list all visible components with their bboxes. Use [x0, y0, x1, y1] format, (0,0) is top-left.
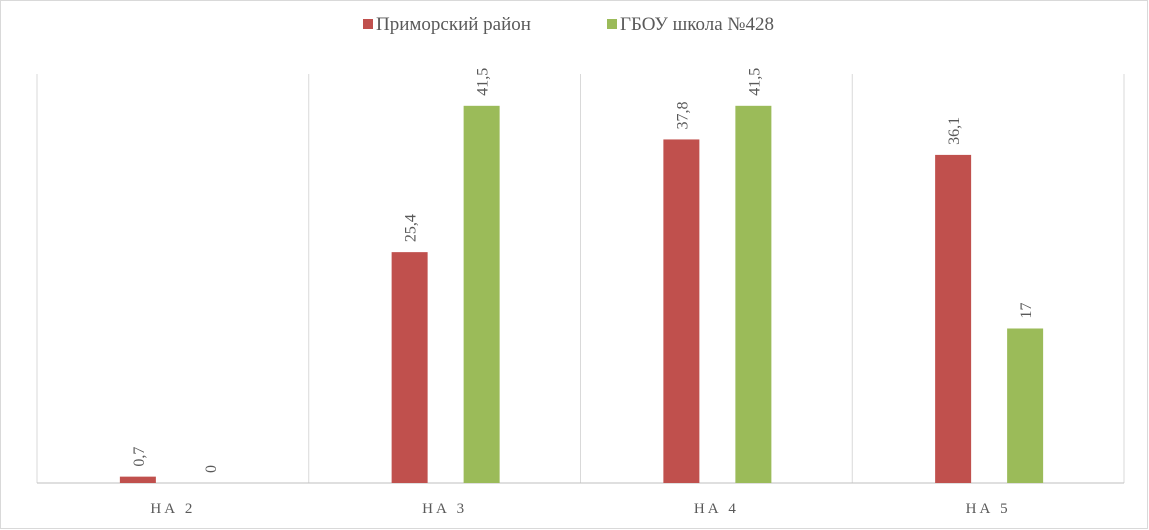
x-tick-label: НА 4	[694, 501, 739, 517]
data-label: 17	[1018, 302, 1035, 318]
data-label: 25,4	[403, 214, 420, 242]
data-label: 0,7	[131, 447, 148, 467]
bar	[463, 105, 500, 484]
bar	[935, 154, 972, 483]
bar	[391, 252, 428, 483]
legend-label: Приморский район	[376, 14, 531, 35]
legend-label: ГБОУ школа №428	[620, 14, 774, 35]
data-label: 41,5	[746, 68, 763, 96]
data-label: 37,8	[674, 101, 691, 129]
x-tick-label: НА 2	[150, 501, 195, 517]
legend-swatch	[607, 19, 617, 29]
data-label: 0	[203, 465, 220, 473]
bar	[735, 105, 772, 484]
bar	[663, 139, 700, 483]
bar	[1007, 328, 1044, 483]
data-label: 36,1	[946, 117, 963, 145]
data-label: 41,5	[475, 68, 492, 96]
bar	[119, 476, 156, 483]
x-tick-label: НА 5	[966, 501, 1011, 517]
legend-swatch	[363, 19, 373, 29]
x-tick-label: НА 3	[422, 501, 467, 517]
